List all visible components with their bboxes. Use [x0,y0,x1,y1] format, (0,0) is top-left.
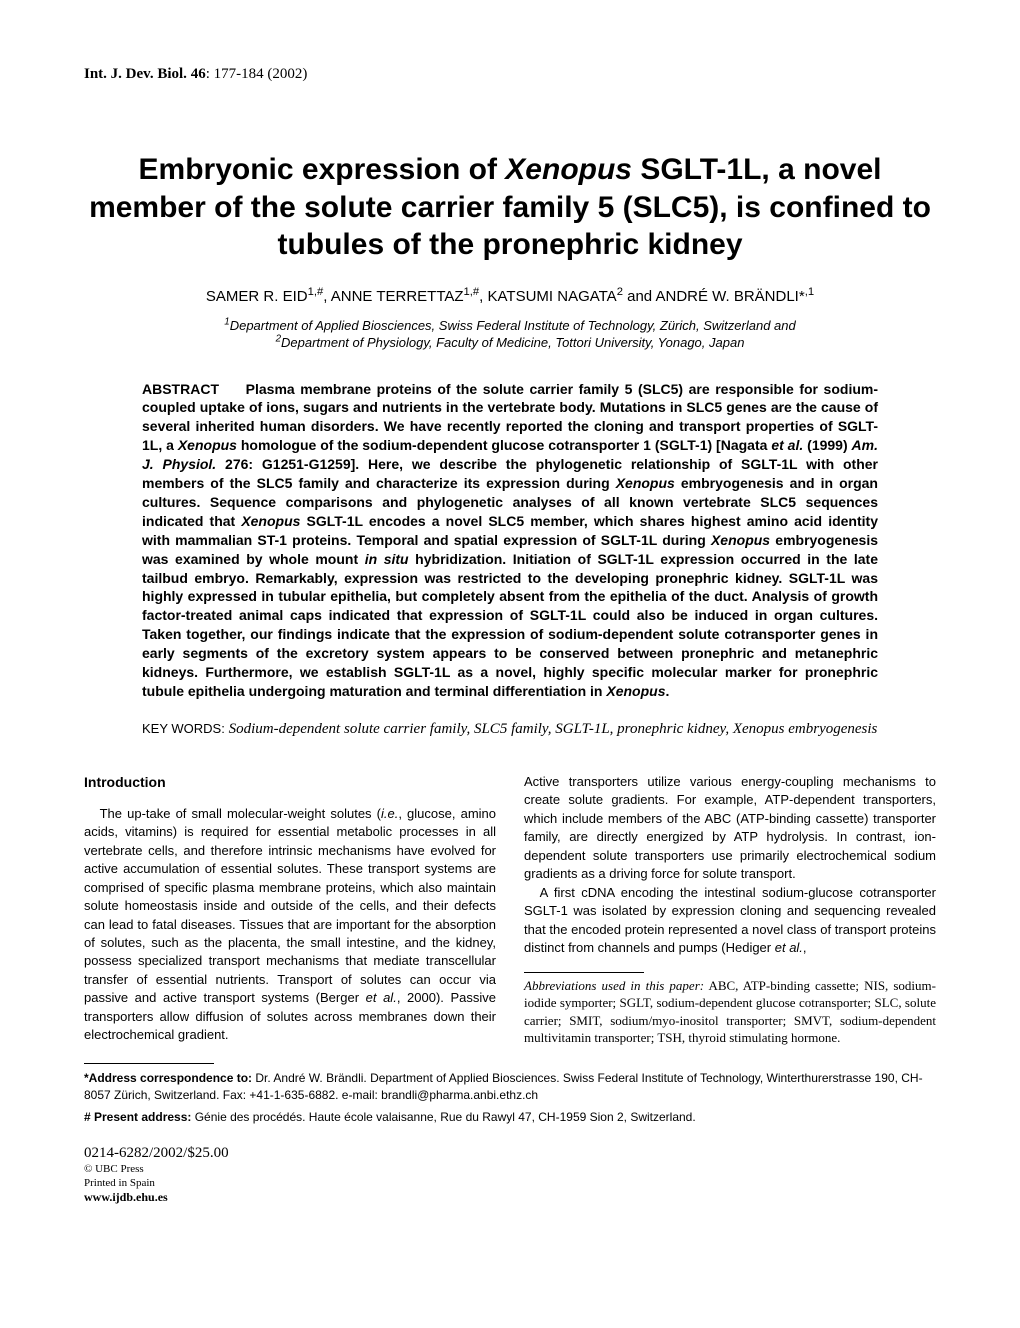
abstract-text: Plasma membrane proteins of the solute c… [142,381,878,699]
correspondence-label: *Address correspondence to: [84,1071,252,1085]
running-head: Int. J. Dev. Biol. 46: 177-184 (2002) [84,66,936,83]
present-address-footnote: # Present address: Génie des procédés. H… [84,1109,936,1126]
intro-paragraph-2: Active transporters utilize various ener… [524,773,936,884]
keywords-label: KEY WORDS: [142,721,225,736]
issn-price: 0214-6282/2002/$25.00 [84,1144,936,1163]
abbrev-divider [524,972,644,973]
keywords-text: Sodium-dependent solute carrier family, … [229,721,878,737]
present-address-label: # Present address: [84,1110,191,1124]
journal-url: www.ijdb.ehu.es [84,1190,936,1205]
journal-pages: 177-184 [214,66,264,82]
journal-page: Int. J. Dev. Biol. 46: 177-184 (2002) Em… [0,0,1020,1328]
body-columns: Introduction The up-take of small molecu… [84,773,936,1047]
abbrev-label: Abbreviations used in this paper: [524,978,704,993]
author-list: SAMER R. EID1,#, ANNE TERRETTAZ1,#, KATS… [84,288,936,305]
journal-year: (2002) [267,66,307,82]
copyright-line: © UBC Press [84,1163,936,1177]
printed-line: Printed in Spain [84,1177,936,1191]
article-title: Embryonic expression of Xenopus SGLT-1L,… [84,151,936,264]
affiliations: 1Department of Applied Biosciences, Swis… [84,317,936,352]
abstract-label: ABSTRACT [142,381,219,397]
keywords-block: KEY WORDS: Sodium-dependent solute carri… [84,719,936,739]
intro-paragraph-3: A first cDNA encoding the intestinal sod… [524,884,936,958]
present-address-text: Génie des procédés. Haute école valaisan… [191,1110,695,1124]
journal-abbrev: Int. J. Dev. Biol. [84,66,187,82]
intro-paragraph-1: The up-take of small molecular-weight so… [84,805,496,1045]
abbreviations-block: Abbreviations used in this paper: ABC, A… [524,977,936,1047]
publication-info: 0214-6282/2002/$25.00 © UBC Press Printe… [84,1144,936,1205]
footnotes: *Address correspondence to: Dr. André W.… [84,1070,936,1126]
column-right: Active transporters utilize various ener… [524,773,936,1047]
footnote-divider [84,1063,214,1064]
column-left: Introduction The up-take of small molecu… [84,773,496,1047]
intro-heading: Introduction [84,773,496,793]
journal-volume: 46 [191,66,206,82]
correspondence-footnote: *Address correspondence to: Dr. André W.… [84,1070,936,1104]
abstract-block: ABSTRACT Plasma membrane proteins of the… [84,380,936,701]
